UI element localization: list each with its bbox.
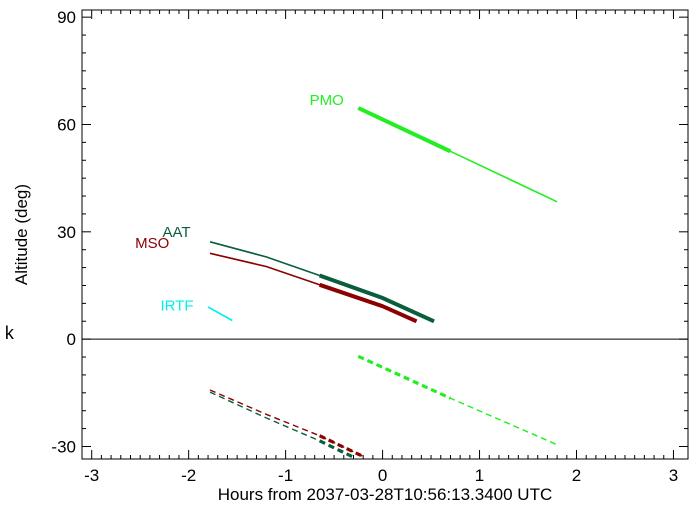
aat-below-horizon [209,391,354,458]
y-axis-label: Altitude (deg) [12,184,31,285]
side-label: k [4,325,15,345]
y-tick-label: 90 [57,8,76,27]
aat-label: AAT [163,224,191,241]
x-tick-label: -3 [84,466,99,485]
x-tick-label: 3 [669,466,678,485]
y-tick-label: 60 [57,115,76,134]
x-tick-label: 2 [572,466,581,485]
x-tick-label: -1 [278,466,293,485]
pmo-line-thick [357,106,452,154]
irtf-label: IRTF [160,298,193,315]
irtf-line [207,306,233,322]
x-tick-label: 1 [475,466,484,485]
y-tick-label: -30 [51,437,76,456]
aat-line-thick [318,273,435,324]
x-tick-label: 0 [378,466,387,485]
pmo-below-horizon-thick [357,354,452,400]
mso-line [209,252,417,323]
x-axis-label: Hours from 2037-03-28T10:56:13.3400 UTC [218,485,553,504]
plot-frame [81,9,689,460]
aat-line [209,241,435,323]
y-tick-label: 30 [57,223,76,242]
pmo-label: PMO [310,92,344,109]
mso-label: MSO [135,235,169,252]
mso-below-horizon-thick [318,434,364,458]
y-tick-label: 0 [67,330,76,349]
mso-line-thick [318,282,418,324]
aat-below-horizon-thick [318,439,355,459]
x-tick-label: -2 [181,466,196,485]
